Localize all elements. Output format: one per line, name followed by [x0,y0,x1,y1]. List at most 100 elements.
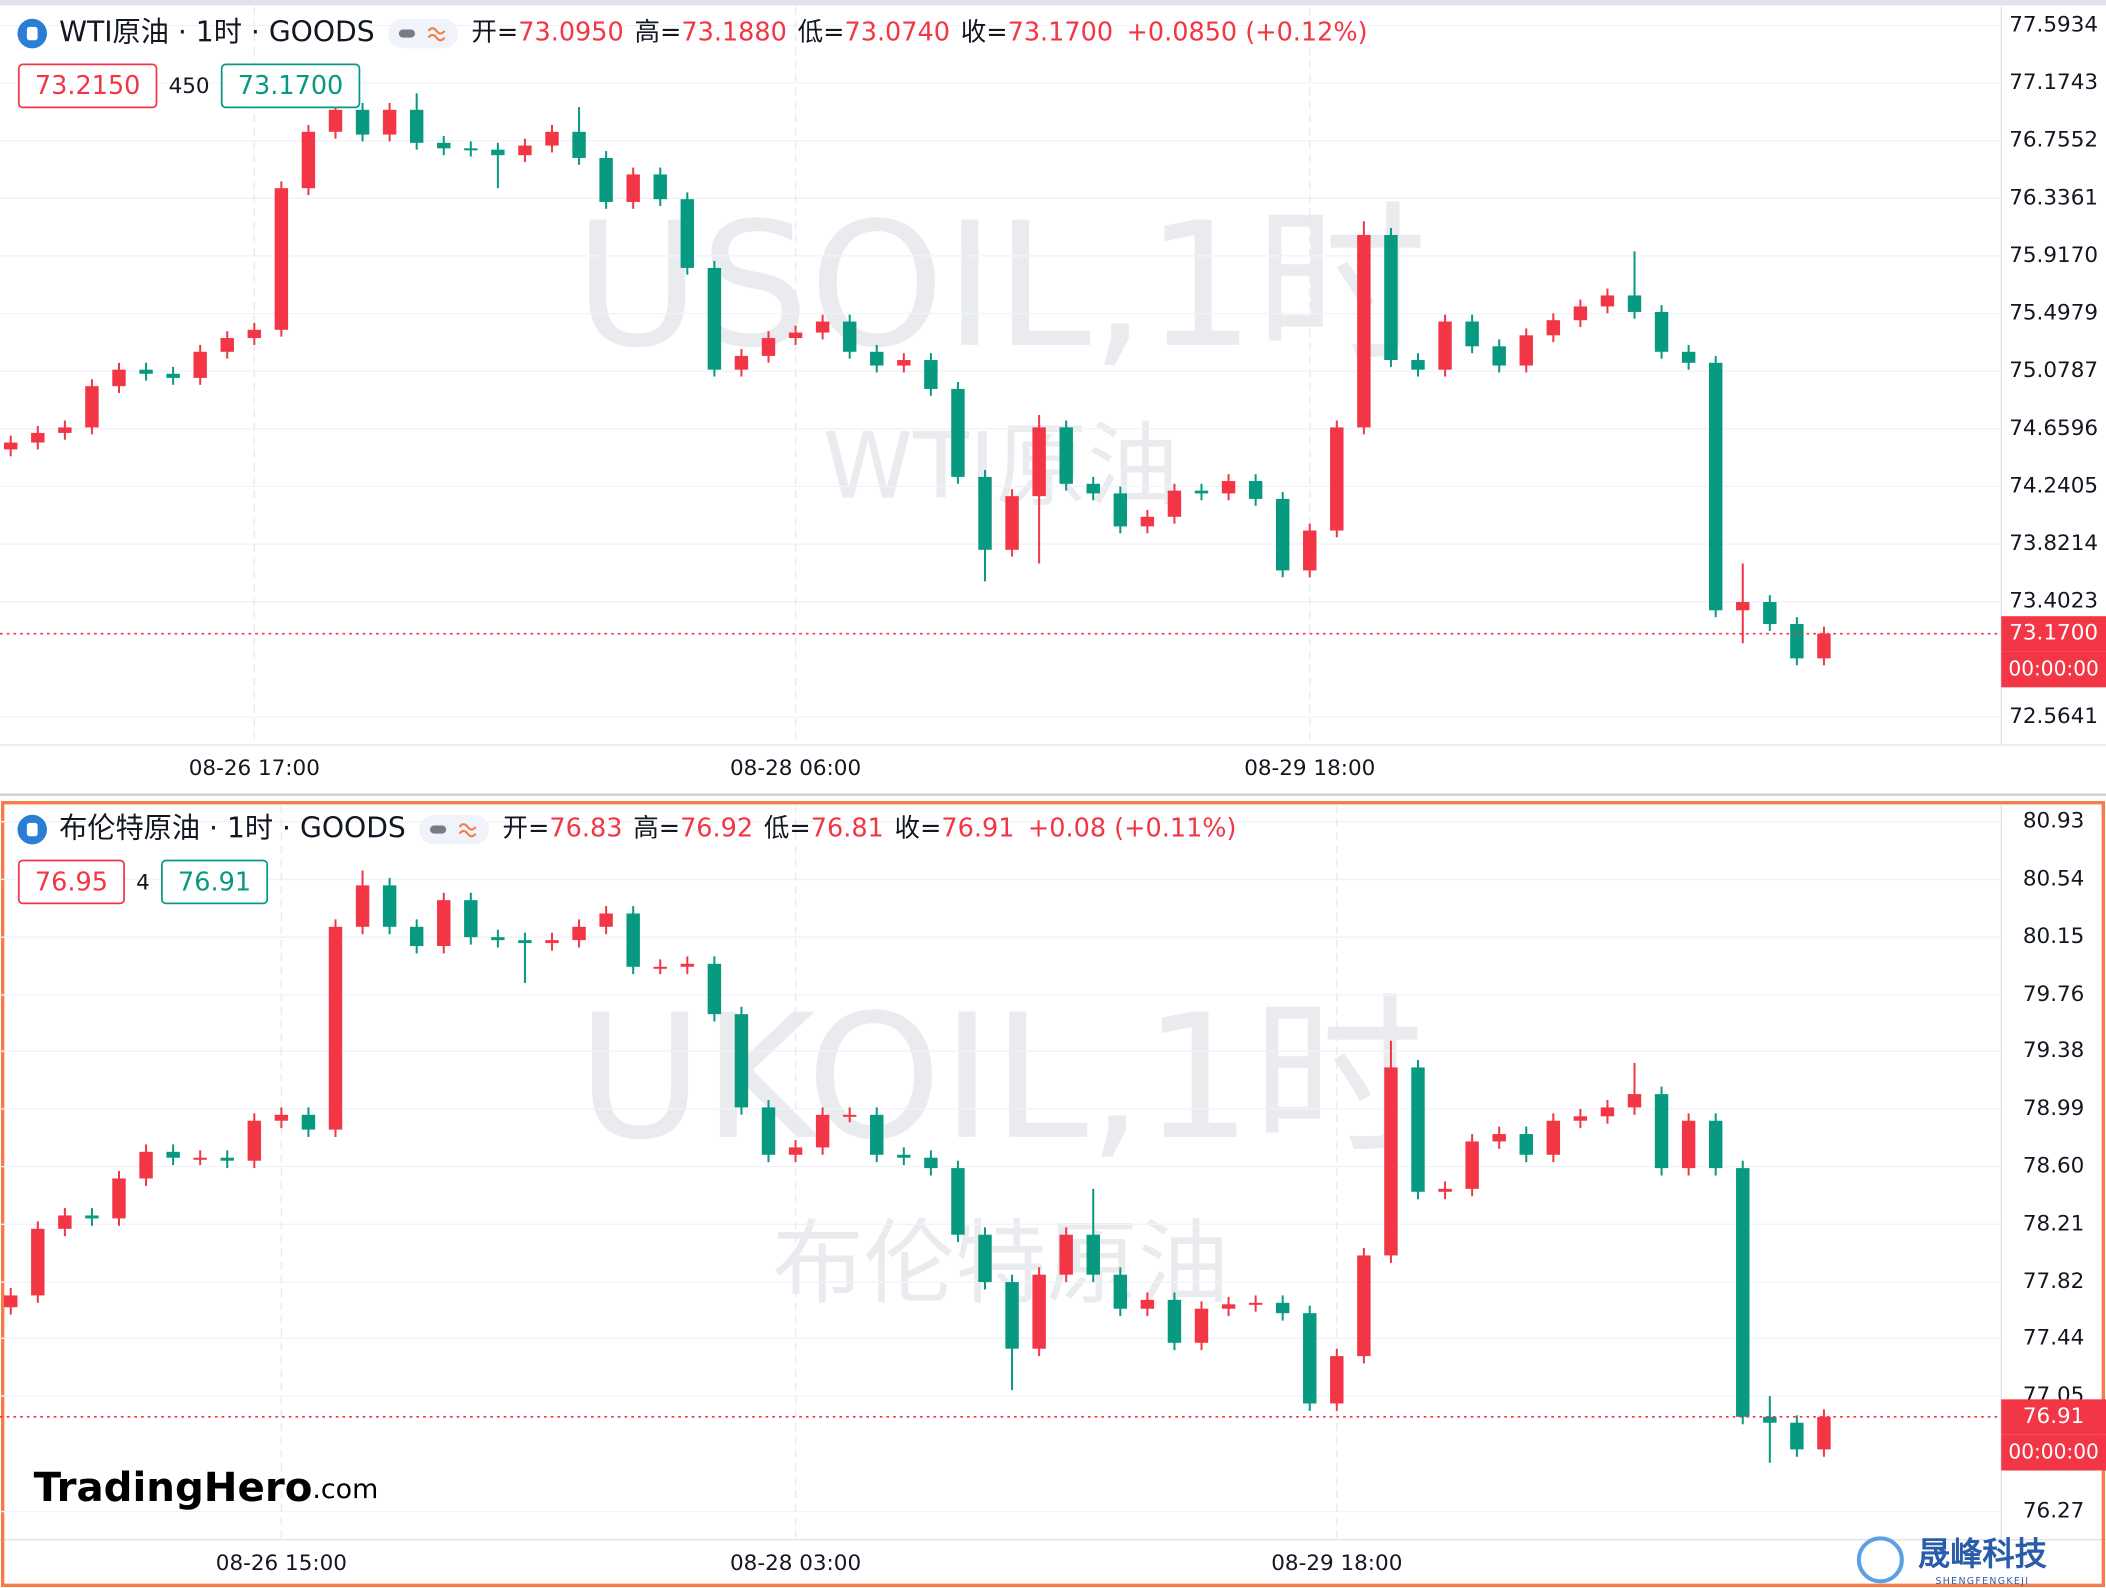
candle-body [1546,320,1561,336]
ask-box[interactable] [220,63,361,109]
candle-body [1059,1234,1073,1275]
change: +0.0850 (+0.12%) [1127,18,1368,48]
candle-body [734,355,749,370]
candle-body [1411,360,1425,370]
candle-body [1411,1067,1425,1192]
candle-body [1681,351,1696,363]
candle-body [1032,1274,1046,1349]
x-tick-label: 08-29 18:00 [1244,756,1375,781]
candle-body [1790,624,1804,659]
candle-body [924,1157,938,1169]
candle-body [870,351,884,366]
candle-body [1303,530,1317,571]
candle-body [815,1114,830,1148]
y-tick-label: 75.9170 [2009,243,2098,268]
candle-body [1708,1120,1723,1169]
candle-body [220,338,234,352]
candle-body [464,900,478,938]
candle-body [4,1295,18,1308]
x-tick-label: 08-28 03:00 [730,1551,861,1576]
candle-body [1167,490,1182,517]
status-chip[interactable] [419,814,490,845]
countdown-label: 00:00:00 [2008,1440,2098,1464]
candle-body [301,1114,316,1130]
candle-body [1330,427,1344,531]
candle-body [1275,498,1290,571]
candle-body [842,321,857,352]
candle-body [382,885,397,927]
candle-body [382,109,397,135]
candle-body [572,926,586,941]
x-tick-label: 08-26 17:00 [189,756,320,781]
candle-body [1384,234,1398,361]
y-tick-label: 76.27 [2023,1499,2084,1524]
active-panel-border[interactable] [1,801,2105,1587]
candle-body [1357,1255,1371,1357]
candle-body [1519,335,1533,366]
candle-body [599,157,613,202]
candle-body [491,149,505,156]
ohlc-key: 低= [764,814,811,844]
candle-body [1763,1416,1777,1423]
candle-body [166,1151,180,1158]
candle-body [112,369,126,387]
bid-box[interactable] [17,859,125,905]
y-tick-label: 77.82 [2023,1269,2084,1294]
candle-body [139,369,153,374]
candle-body [897,1154,911,1158]
ohlc-legend: 开=73.0950 高=73.1880 低=73.0740 收=73.1700 +0.0… [471,18,1367,48]
candle-body [1194,1308,1209,1343]
candle-body [653,174,667,200]
candle-body [85,386,99,428]
x-tick-label: 08-26 15:00 [216,1551,347,1576]
y-tick-label: 80.54 [2023,866,2084,891]
brand-logo-name: TradingHero [34,1465,313,1511]
candle-body [680,963,695,967]
ohlc-key: 低= [798,18,845,48]
y-tick-label: 78.99 [2023,1096,2084,1121]
y-tick-label: 79.38 [2023,1038,2084,1063]
candle-body [409,926,424,947]
candle-body [1627,295,1642,312]
candle-body [626,174,640,202]
candle-body [1248,1302,1263,1305]
candle-body [1032,427,1046,497]
candle-body [409,109,424,143]
y-tick-label: 77.44 [2023,1325,2084,1350]
y-tick-label: 77.1743 [2009,70,2098,95]
ohlc-value: 73.0740 [844,18,949,48]
candle-body [1465,321,1479,347]
status-chip-dash [398,29,415,38]
candle-body [626,913,640,967]
candle-body [1086,483,1100,494]
countdown-label: 00:00:00 [2008,656,2098,680]
candle-body [599,913,613,927]
candle-body [85,1215,99,1219]
bid-box[interactable] [17,63,158,109]
y-tick-label: 79.76 [2023,982,2084,1007]
y-tick-label: 73.4023 [2009,589,2098,614]
brand-logo-suffix: .com [312,1474,378,1505]
ask-box[interactable] [161,859,269,905]
candle-body [1140,1299,1155,1309]
x-tick-label: 08-29 18:00 [1271,1551,1402,1576]
candle-body [31,1228,45,1296]
candle-body [1086,1234,1100,1275]
status-chip-wave [458,823,477,838]
candle-body [1763,602,1777,625]
status-chip[interactable] [388,18,458,49]
candle-body [951,1168,965,1235]
candle-body [464,148,478,151]
ohlc-key: 收= [895,814,942,844]
y-tick-label: 75.4979 [2009,301,2098,326]
candle-body [1330,1356,1344,1404]
y-tick-label: 76.7552 [2009,128,2098,153]
candle-body [1817,1416,1831,1450]
candle-body [1465,1141,1479,1189]
candle-body [1113,493,1128,527]
last-price-label: 73.1700 [2009,621,2098,646]
candle-body [1357,234,1371,428]
quote-size: 4 [136,870,150,895]
candle-body [1790,1422,1804,1450]
y-tick-label: 80.15 [2023,924,2084,949]
